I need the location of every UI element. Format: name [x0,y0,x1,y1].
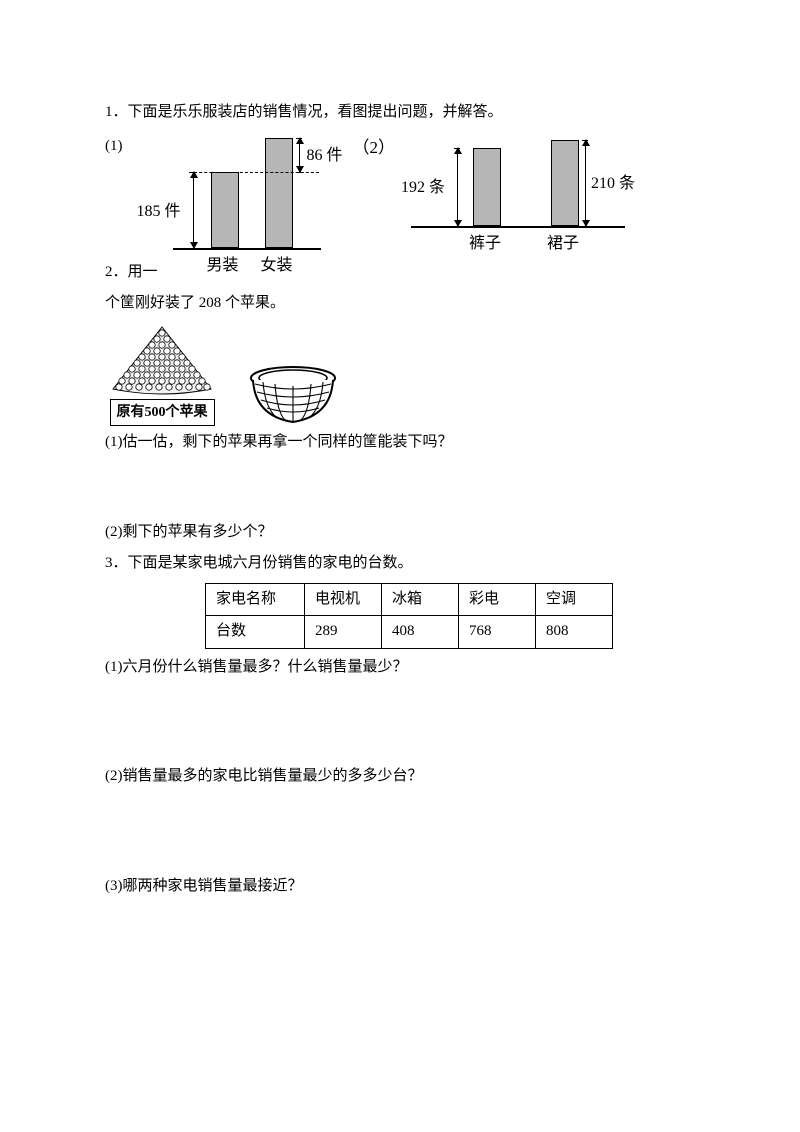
q1-chart1-arrow-185 [193,172,194,248]
q3-col-1: 冰箱 [382,583,459,616]
q1-chart1-arrow-86 [299,138,300,172]
q1-chart2-bar-skirt [551,140,579,226]
q1-chart1-bar-men [211,172,239,248]
table-row: 台数 289 408 768 808 [206,616,613,649]
q2-pile-caption: 原有500个苹果 [110,399,215,427]
q2-line2: 个筐刚好装了 208 个苹果。 [105,291,695,317]
q3-val-1: 408 [382,616,459,649]
q1-chart2-value-skirt: 210 条 [591,170,635,197]
q3-table: 家电名称 电视机 冰箱 彩电 空调 台数 289 408 768 808 [205,583,613,649]
q3-prompt: 3．下面是某家电城六月份销售的家电的台数。 [105,551,695,577]
apple-pile-icon [107,323,217,397]
q1-chart1-value-men: 185 件 [137,198,181,225]
q3-sub2: (2)销售量最多的家电比销售量最少的多多少台？ [105,764,695,790]
q3-row-label: 台数 [206,616,305,649]
table-row: 家电名称 电视机 冰箱 彩电 空调 [206,583,613,616]
q3-val-3: 808 [536,616,613,649]
q1-chart2-value-pants: 192 条 [401,174,445,201]
q2-illustration-row: 原有500个苹果 [107,323,695,427]
q3-col-0: 电视机 [305,583,382,616]
q3-header-label: 家电名称 [206,583,305,616]
q1-chart1: 185 件 86 件 男装 女装 [129,132,339,272]
basket-icon [245,364,341,426]
q1-chart1-xlabel-men: 男装 [207,252,239,279]
q3-val-2: 768 [459,616,536,649]
q1-chart2-xlabel-pants: 裤子 [469,230,501,257]
q1-prompt: 1．下面是乐乐服装店的销售情况，看图提出问题，并解答。 [105,100,695,126]
q1-chart2-arrow-210 [585,140,586,226]
q1-chart1-xlabel-women: 女装 [261,252,293,279]
q1-chart2: 192 条 210 条 裤子 裙子 [401,132,631,252]
q1-chart2-bar-pants [473,148,501,226]
q3-col-3: 空调 [536,583,613,616]
q1-chart1-bar-women [265,138,293,248]
q3-sub1: (1)六月份什么销售量最多？什么销售量最少？ [105,655,695,681]
q1-figures-row: (1) 185 件 86 件 男装 女装 （2） [105,132,695,272]
q2-sub1: (1)估一估，剩下的苹果再拿一个同样的筐能装下吗？ [105,430,695,456]
q3-val-0: 289 [305,616,382,649]
q2-sub2: (2)剩下的苹果有多少个？ [105,520,695,546]
q1-sub1-label: (1) [105,134,123,160]
q1-chart2-xlabel-skirt: 裙子 [547,230,579,257]
q1-chart1-diff-label: 86 件 [307,142,343,169]
q3-col-2: 彩电 [459,583,536,616]
q1-sub2-label: （2） [353,134,396,163]
q3-sub3: (3)哪两种家电销售量最接近？ [105,874,695,900]
q1-chart2-arrow-192 [457,148,458,226]
